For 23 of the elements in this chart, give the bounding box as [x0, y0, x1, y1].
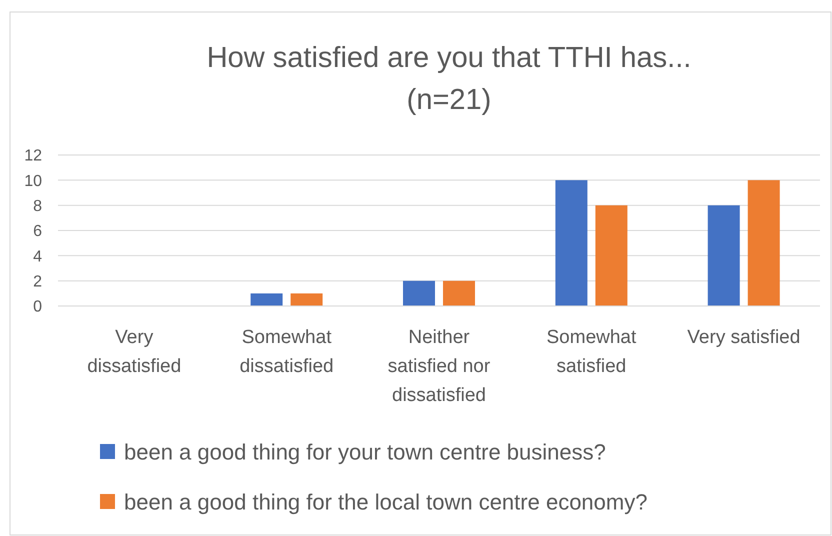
x-tick-label: Neither satisfied nor dissatisfied — [388, 327, 491, 406]
y-tick-label: 10 — [24, 172, 42, 190]
bar — [595, 205, 628, 306]
x-tick-label: Very dissatisfied — [87, 327, 182, 377]
legend-label: been a good thing for the local town centre economy? — [124, 490, 648, 515]
y-tick-label: 2 — [33, 273, 42, 290]
bar — [555, 180, 588, 306]
y-tick-label: 8 — [33, 198, 42, 215]
y-tick-label: 6 — [33, 223, 42, 240]
bar — [708, 205, 740, 306]
y-tick-label: 4 — [33, 248, 42, 266]
bar — [250, 293, 283, 306]
chart-title: How satisfied are you that TTHI has... (n=21) — [206, 42, 692, 116]
y-tick-label: 0 — [33, 298, 42, 316]
bar — [443, 280, 475, 306]
bar — [290, 293, 323, 306]
y-tick-label: 12 — [24, 148, 42, 165]
legend-label: been a good thing for your town centre business? — [124, 440, 606, 465]
bar — [748, 180, 780, 306]
bar — [403, 280, 435, 306]
x-tick-label: Very satisfied — [687, 327, 800, 348]
x-tick-label: Somewhat dissatisfied — [240, 327, 334, 377]
x-tick-label: Somewhat satisfied — [546, 327, 637, 377]
